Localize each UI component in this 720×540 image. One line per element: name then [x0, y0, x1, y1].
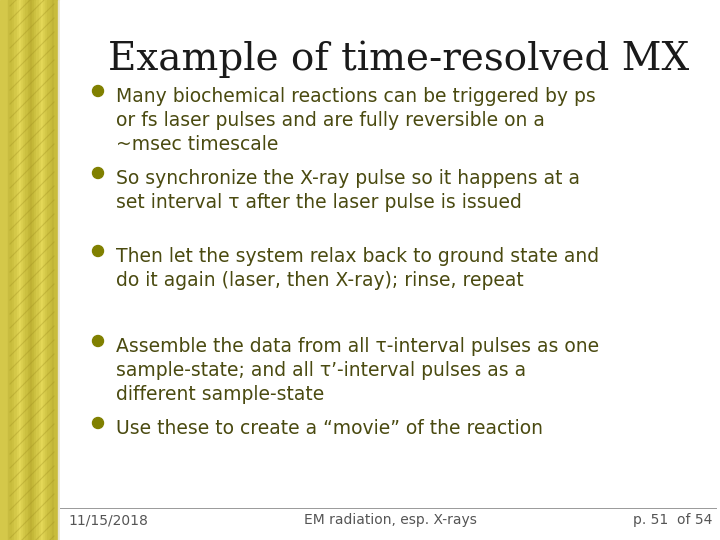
Bar	[19, 0, 22, 540]
Bar	[0, 0, 8, 540]
Bar	[37, 0, 39, 540]
Bar	[54, 0, 58, 540]
Bar	[27, 0, 30, 540]
Bar	[14, 0, 17, 540]
Bar	[52, 0, 55, 540]
Bar	[12, 0, 15, 540]
Bar	[23, 0, 26, 540]
Circle shape	[92, 417, 104, 429]
Bar	[8, 0, 10, 540]
Text: 11/15/2018: 11/15/2018	[68, 513, 148, 527]
Text: So synchronize the X-ray pulse so it happens at a
set interval τ after the laser: So synchronize the X-ray pulse so it hap…	[116, 169, 580, 212]
Bar	[30, 0, 32, 540]
Bar	[45, 0, 48, 540]
Text: Many biochemical reactions can be triggered by ps
or fs laser pulses and are ful: Many biochemical reactions can be trigge…	[116, 87, 595, 154]
Circle shape	[92, 85, 104, 97]
Bar	[41, 0, 43, 540]
Text: Use these to create a “movie” of the reaction: Use these to create a “movie” of the rea…	[116, 419, 543, 438]
Bar	[43, 0, 45, 540]
Circle shape	[92, 335, 104, 347]
Text: p. 51  of 54: p. 51 of 54	[633, 513, 712, 527]
Bar	[25, 0, 28, 540]
Bar	[48, 0, 50, 540]
Bar	[10, 0, 13, 540]
Bar	[32, 0, 35, 540]
Text: Example of time-resolved MX: Example of time-resolved MX	[108, 40, 689, 78]
Bar	[39, 0, 41, 540]
Bar	[50, 0, 53, 540]
Bar	[58, 0, 60, 540]
Bar	[21, 0, 24, 540]
Bar	[35, 0, 37, 540]
Bar	[17, 0, 19, 540]
Text: EM radiation, esp. X-rays: EM radiation, esp. X-rays	[304, 513, 477, 527]
Text: Assemble the data from all τ-interval pulses as one
sample-state; and all τ’-int: Assemble the data from all τ-interval pu…	[116, 337, 599, 404]
Text: Then let the system relax back to ground state and
do it again (laser, then X-ra: Then let the system relax back to ground…	[116, 247, 599, 291]
Circle shape	[92, 246, 104, 256]
Circle shape	[92, 167, 104, 179]
